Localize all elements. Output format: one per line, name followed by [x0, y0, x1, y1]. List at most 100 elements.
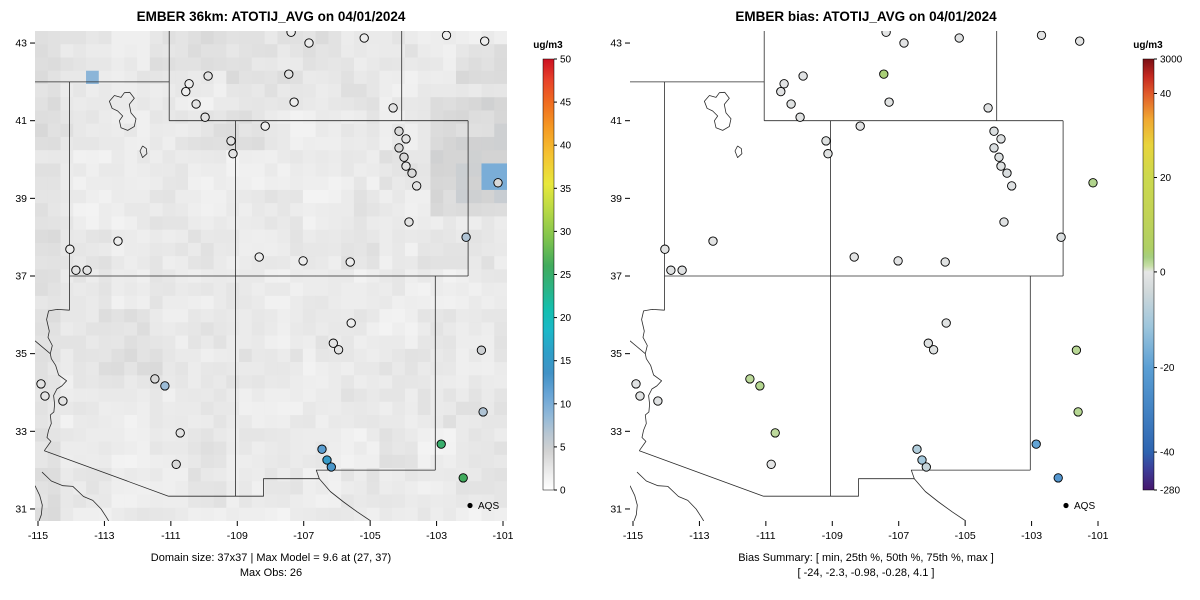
raster-cell: [175, 375, 189, 389]
raster-cell: [124, 401, 138, 416]
station-point: [1075, 36, 1085, 46]
raster-cell: [328, 189, 342, 204]
raster-cell: [239, 494, 253, 509]
raster-cell: [264, 441, 278, 456]
raster-cell: [124, 454, 138, 469]
y-tick-label: 41: [15, 115, 27, 127]
raster-cell: [188, 229, 202, 244]
raster-cell: [213, 242, 227, 257]
raster-cell: [481, 507, 495, 521]
raster-cell: [35, 31, 49, 45]
raster-cell: [481, 494, 495, 509]
raster-cell: [60, 216, 74, 230]
raster-cell: [200, 401, 214, 416]
raster-cell: [226, 163, 240, 178]
raster-cell: [404, 282, 419, 297]
colorbar-tick-label: -280: [1160, 486, 1180, 497]
raster-cell: [137, 136, 151, 151]
raster-cell: [98, 441, 112, 456]
raster-cell: [353, 176, 368, 191]
raster-cell: [149, 176, 163, 191]
raster-cell: [162, 348, 176, 363]
raster-cell: [328, 481, 342, 495]
raster-cell: [366, 229, 380, 244]
raster-cell: [137, 70, 151, 85]
raster-cell: [379, 494, 393, 509]
raster-cell: [366, 44, 380, 58]
raster-cell: [200, 507, 214, 521]
station-point: [1053, 473, 1063, 483]
raster-cell: [213, 203, 227, 217]
raster-cell: [302, 136, 316, 151]
raster-cell: [379, 282, 393, 297]
raster-cell: [328, 282, 342, 297]
raster-cell: [213, 335, 227, 350]
border-line: [913, 478, 967, 521]
raster-cell: [417, 163, 431, 178]
raster-cell: [149, 203, 163, 217]
raster-cell: [200, 150, 214, 164]
raster-cell: [264, 229, 278, 244]
raster-cell: [392, 57, 406, 72]
raster-cell: [455, 256, 470, 270]
raster-cell: [481, 375, 495, 389]
bias-colorbar: [1142, 58, 1155, 491]
raster-cell: [251, 295, 265, 310]
raster-cell: [35, 97, 49, 111]
raster-cell: [302, 295, 316, 310]
raster-cell: [328, 83, 342, 98]
raster-cell: [277, 83, 291, 98]
station-point: [359, 33, 369, 43]
station-point: [823, 149, 833, 159]
raster-cell: [213, 441, 227, 456]
raster-cell: [47, 176, 61, 191]
raster-cell: [200, 136, 214, 151]
raster-cell: [175, 309, 189, 323]
raster-cell: [264, 468, 278, 482]
raster-cell: [494, 229, 507, 244]
raster-cell: [443, 348, 457, 363]
station-point: [200, 112, 210, 122]
station-point: [328, 338, 338, 348]
raster-cell: [98, 163, 112, 178]
raster-cell: [404, 256, 419, 270]
raster-cell: [353, 481, 368, 495]
border-line: [630, 340, 646, 355]
raster-cell: [366, 189, 380, 204]
raster-cell: [315, 110, 329, 125]
station-point: [58, 396, 68, 406]
raster-cell: [137, 97, 151, 111]
raster-cell: [124, 335, 138, 350]
raster-cell: [60, 57, 74, 72]
station-point: [286, 31, 296, 37]
raster-cell: [213, 401, 227, 416]
raster-cell: [481, 242, 495, 257]
raster-cell: [379, 136, 393, 151]
raster-cell: [226, 70, 240, 85]
raster-cell: [124, 348, 138, 363]
raster-cell: [430, 375, 444, 389]
raster-cell: [162, 123, 176, 138]
raster-cell: [175, 189, 189, 204]
raster-cell: [302, 468, 316, 482]
raster-cell: [35, 110, 49, 125]
raster-cell: [379, 309, 393, 323]
raster-cell: [455, 70, 470, 85]
raster-cell: [175, 481, 189, 495]
raster-cell: [366, 388, 380, 403]
raster-cell: [366, 282, 380, 297]
raster-cell: [392, 441, 406, 456]
raster-cell: [392, 83, 406, 98]
raster-cell: [404, 322, 419, 336]
raster-cell: [494, 507, 507, 521]
border-line: [41, 471, 110, 521]
raster-cell: [277, 362, 291, 376]
raster-cell: [341, 31, 355, 45]
border-line: [109, 91, 137, 131]
raster-cell: [47, 203, 61, 217]
raster-cell: [239, 44, 253, 58]
raster-cell: [290, 481, 304, 495]
raster-cell: [353, 70, 368, 85]
raster-cell: [392, 309, 406, 323]
raster-cell: [73, 97, 87, 111]
